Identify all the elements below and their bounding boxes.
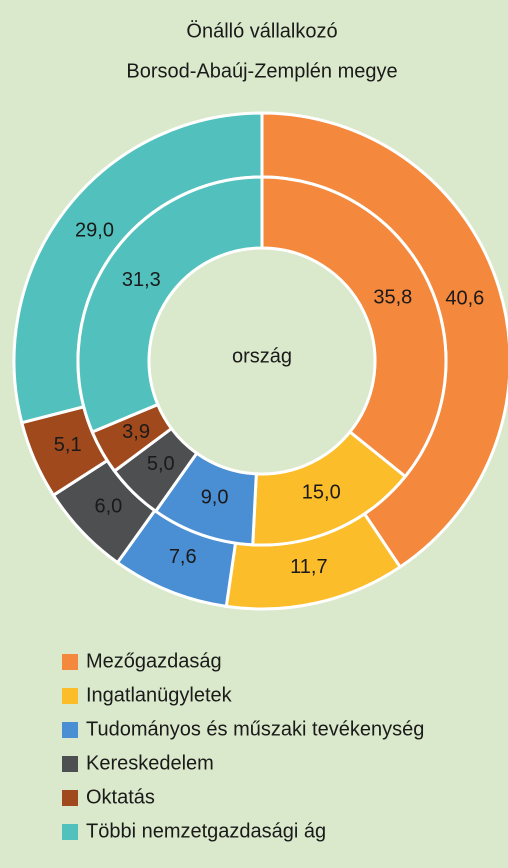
center-label: ország: [232, 345, 292, 367]
data-label: 7,6: [169, 546, 197, 568]
data-label: 29,0: [75, 219, 114, 241]
legend-label: Többi nemzetgazdasági ág: [86, 820, 326, 842]
data-label: 6,0: [94, 495, 122, 517]
legend-swatch: [62, 824, 78, 840]
donut-segment: [76, 175, 264, 434]
chart-subtitle: Borsod-Abaúj-Zemplén megye: [126, 60, 397, 82]
legend-swatch: [62, 790, 78, 806]
legend-swatch: [62, 756, 78, 772]
data-label: 3,9: [122, 421, 150, 443]
legend-label: Oktatás: [86, 786, 155, 808]
data-label: 11,7: [290, 556, 327, 578]
data-label: 40,6: [445, 288, 484, 310]
data-label: 9,0: [201, 486, 229, 508]
legend-label: Kereskedelem: [86, 752, 214, 774]
data-label: 31,3: [122, 269, 161, 291]
legend-label: Tudományos és műszaki tevékenység: [86, 718, 424, 740]
data-label: 5,1: [54, 434, 82, 456]
donut-segment: [260, 175, 448, 479]
legend-label: Ingatlanügyletek: [86, 684, 233, 706]
data-label: 35,8: [373, 287, 412, 309]
legend-swatch: [62, 654, 78, 670]
data-label: 5,0: [147, 453, 175, 475]
legend-label: Mezőgazdaság: [86, 650, 222, 672]
legend-swatch: [62, 688, 78, 704]
legend-swatch: [62, 722, 78, 738]
chart-title: Önálló vállalkozó: [186, 20, 337, 42]
data-label: 15,0: [302, 482, 341, 504]
